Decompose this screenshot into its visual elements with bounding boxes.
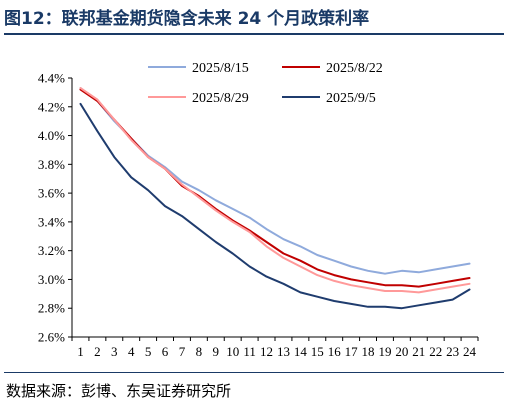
y-tick-label: 3.0% — [38, 272, 65, 287]
series-line-2 — [79, 87, 471, 294]
x-tick-label: 12 — [260, 344, 273, 359]
legend-label-2: 2025/8/29 — [192, 91, 249, 106]
y-tick-label: 4.2% — [38, 99, 65, 114]
x-tick-label: 19 — [378, 344, 391, 359]
x-tick-label: 3 — [111, 344, 118, 359]
figure-title: 图12：联邦基金期货隐含未来 24 个月政策利率 — [4, 9, 370, 29]
x-tick-label: 10 — [226, 344, 239, 359]
y-tick-label: 3.2% — [38, 243, 65, 258]
series-lines — [79, 87, 471, 310]
source-note: 数据来源：彭博、东吴证券研究所 — [6, 382, 232, 400]
source-divider — [4, 372, 504, 373]
x-tick-label: 4 — [128, 344, 135, 359]
y-tick-label: 2.8% — [38, 301, 65, 316]
y-tick-label: 2.6% — [38, 330, 65, 345]
x-tick-label: 22 — [429, 344, 442, 359]
line-chart: 2.6% 2.8% 3.0% 3.2% 3.4% 3.6% 3.8% 4.0% 4.2% 4.4%… — [38, 61, 479, 359]
x-tick-label: 2 — [94, 344, 101, 359]
chart-legend: 2025/8/15 2025/8/22 2025/8/29 2025/9/5 — [148, 61, 383, 106]
legend-label-3: 2025/9/5 — [326, 91, 376, 106]
legend-label-0: 2025/8/15 — [192, 61, 249, 76]
x-tick-label: 20 — [395, 344, 408, 359]
x-tick-label: 7 — [179, 344, 186, 359]
x-tick-label: 14 — [294, 344, 308, 359]
x-tick-label: 18 — [362, 344, 375, 359]
y-tick-label: 4.4% — [38, 71, 65, 86]
x-tick-label: 15 — [311, 344, 324, 359]
chart-axes: 2.6% 2.8% 3.0% 3.2% 3.4% 3.6% 3.8% 4.0% 4.2% 4.4%… — [38, 71, 479, 359]
x-tick-label: 23 — [446, 344, 459, 359]
x-tick-label: 6 — [162, 344, 169, 359]
x-tick-label: 8 — [196, 344, 203, 359]
x-tick-label: 16 — [328, 344, 342, 359]
y-tick-label: 3.8% — [38, 157, 65, 172]
legend-label-1: 2025/8/22 — [326, 61, 383, 76]
x-tick-label: 5 — [145, 344, 152, 359]
x-tick-label: 13 — [277, 344, 290, 359]
x-tick-label: 24 — [463, 344, 477, 359]
y-tick-label: 3.6% — [38, 186, 65, 201]
series-line-0 — [79, 87, 471, 275]
x-tick-label: 11 — [243, 344, 256, 359]
x-tick-label: 17 — [345, 344, 359, 359]
x-tick-label: 1 — [77, 344, 84, 359]
x-tick-label: 21 — [412, 344, 425, 359]
x-tick-label: 9 — [213, 344, 220, 359]
y-tick-label: 4.0% — [38, 128, 65, 143]
y-tick-label: 3.4% — [38, 214, 65, 229]
series-line-3 — [79, 102, 471, 310]
series-line-1 — [79, 88, 471, 288]
title-divider — [4, 33, 504, 35]
